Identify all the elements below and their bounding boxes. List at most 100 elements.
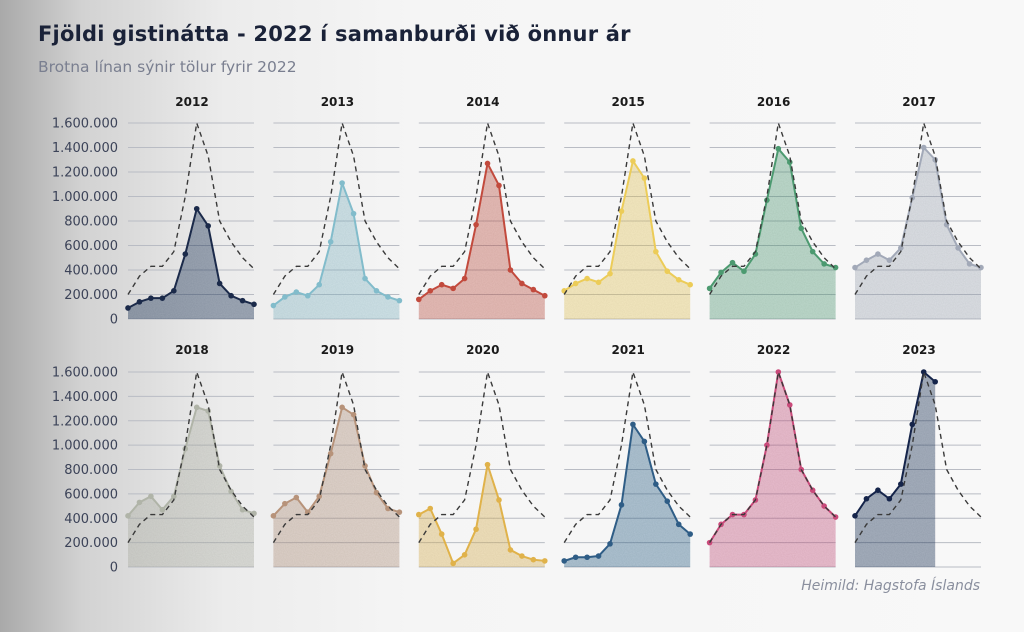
data-point	[572, 280, 579, 287]
panel-2023: 2023	[852, 343, 982, 568]
data-point	[653, 248, 659, 255]
reference-line-2022	[563, 122, 691, 295]
data-point	[396, 297, 403, 304]
panel-2020: 2020	[416, 343, 548, 568]
data-point	[966, 261, 973, 267]
reference-line-2022	[127, 371, 255, 543]
data-point	[282, 294, 288, 300]
data-point	[630, 158, 636, 164]
data-point	[438, 281, 445, 288]
data-point	[396, 509, 403, 515]
y-tick-label: 800.000	[64, 463, 118, 478]
panel-2015: 2015	[561, 95, 693, 320]
data-point	[350, 411, 357, 418]
panel-2022: 2022	[706, 343, 839, 568]
reference-line-2022	[854, 371, 982, 543]
data-point	[852, 513, 858, 519]
data-point	[385, 294, 391, 300]
data-point	[450, 285, 456, 292]
reference-line-2022	[272, 371, 400, 543]
data-point	[561, 558, 567, 564]
data-point	[416, 511, 422, 518]
series-area	[128, 407, 254, 567]
panel-title: 2022	[757, 343, 790, 357]
reference-line-2022	[709, 371, 837, 543]
data-point	[920, 144, 927, 151]
data-point	[641, 175, 648, 181]
data-point	[427, 288, 434, 294]
data-point	[630, 421, 636, 428]
panel-title: 2017	[902, 95, 935, 109]
data-point	[886, 495, 893, 502]
series-area	[855, 147, 981, 319]
data-point	[809, 248, 816, 255]
data-point	[293, 494, 300, 501]
series-area	[564, 160, 691, 319]
panel-title: 2013	[321, 95, 354, 109]
panel-2013: 2013	[270, 95, 403, 320]
data-point	[416, 296, 422, 303]
panel-title: 2015	[611, 95, 644, 109]
data-point	[775, 145, 782, 152]
data-point	[125, 513, 131, 519]
data-point	[572, 554, 579, 561]
data-point	[507, 547, 514, 553]
data-point	[875, 251, 881, 257]
panel-title: 2016	[757, 95, 790, 109]
data-point	[898, 481, 904, 487]
data-point	[641, 438, 648, 445]
series-area	[273, 407, 400, 567]
y-tick-label: 1.000.000	[52, 190, 118, 205]
data-point	[595, 279, 602, 286]
data-point	[764, 442, 770, 448]
data-point	[943, 221, 950, 228]
data-point	[148, 493, 154, 500]
data-point	[875, 487, 881, 494]
data-point	[496, 497, 502, 503]
data-point	[373, 489, 380, 496]
data-point	[741, 268, 747, 275]
y-tick-label: 200.000	[64, 536, 118, 551]
data-point	[920, 369, 927, 375]
data-point	[775, 369, 782, 375]
y-tick-label: 0	[110, 313, 118, 328]
reference-line-2022	[563, 371, 691, 543]
y-tick-label: 1.000.000	[52, 439, 118, 454]
data-point	[584, 275, 590, 282]
y-tick-label: 1.200.000	[52, 166, 118, 181]
data-point	[193, 205, 200, 212]
data-point	[327, 239, 334, 245]
series-area	[709, 372, 836, 567]
series-area	[709, 148, 836, 319]
y-tick-label: 800.000	[64, 215, 118, 230]
data-point	[718, 269, 724, 276]
reference-line-2022	[854, 122, 982, 295]
data-point	[798, 225, 805, 232]
y-tick-label: 1.600.000	[52, 366, 118, 381]
data-point	[863, 495, 870, 502]
y-tick-label: 1.200.000	[52, 414, 118, 429]
data-point	[664, 268, 671, 275]
series-area	[273, 183, 400, 319]
data-point	[618, 208, 625, 214]
panel-title: 2012	[175, 95, 208, 109]
data-point	[350, 210, 357, 217]
y-tick-label: 0	[110, 561, 118, 576]
panel-title: 2020	[466, 343, 499, 357]
data-point	[618, 502, 625, 508]
data-point	[852, 264, 858, 271]
data-point	[898, 245, 904, 251]
data-point	[216, 280, 223, 287]
panel-title: 2014	[466, 95, 499, 109]
data-point	[304, 292, 311, 299]
data-point	[530, 556, 537, 563]
data-point	[530, 286, 537, 293]
data-point	[282, 500, 288, 507]
y-tick-label: 600.000	[64, 239, 118, 254]
data-point	[205, 408, 211, 414]
series-area	[564, 424, 691, 567]
data-point	[461, 275, 468, 282]
data-point	[484, 160, 491, 167]
data-point	[542, 558, 548, 564]
data-point	[519, 280, 525, 287]
